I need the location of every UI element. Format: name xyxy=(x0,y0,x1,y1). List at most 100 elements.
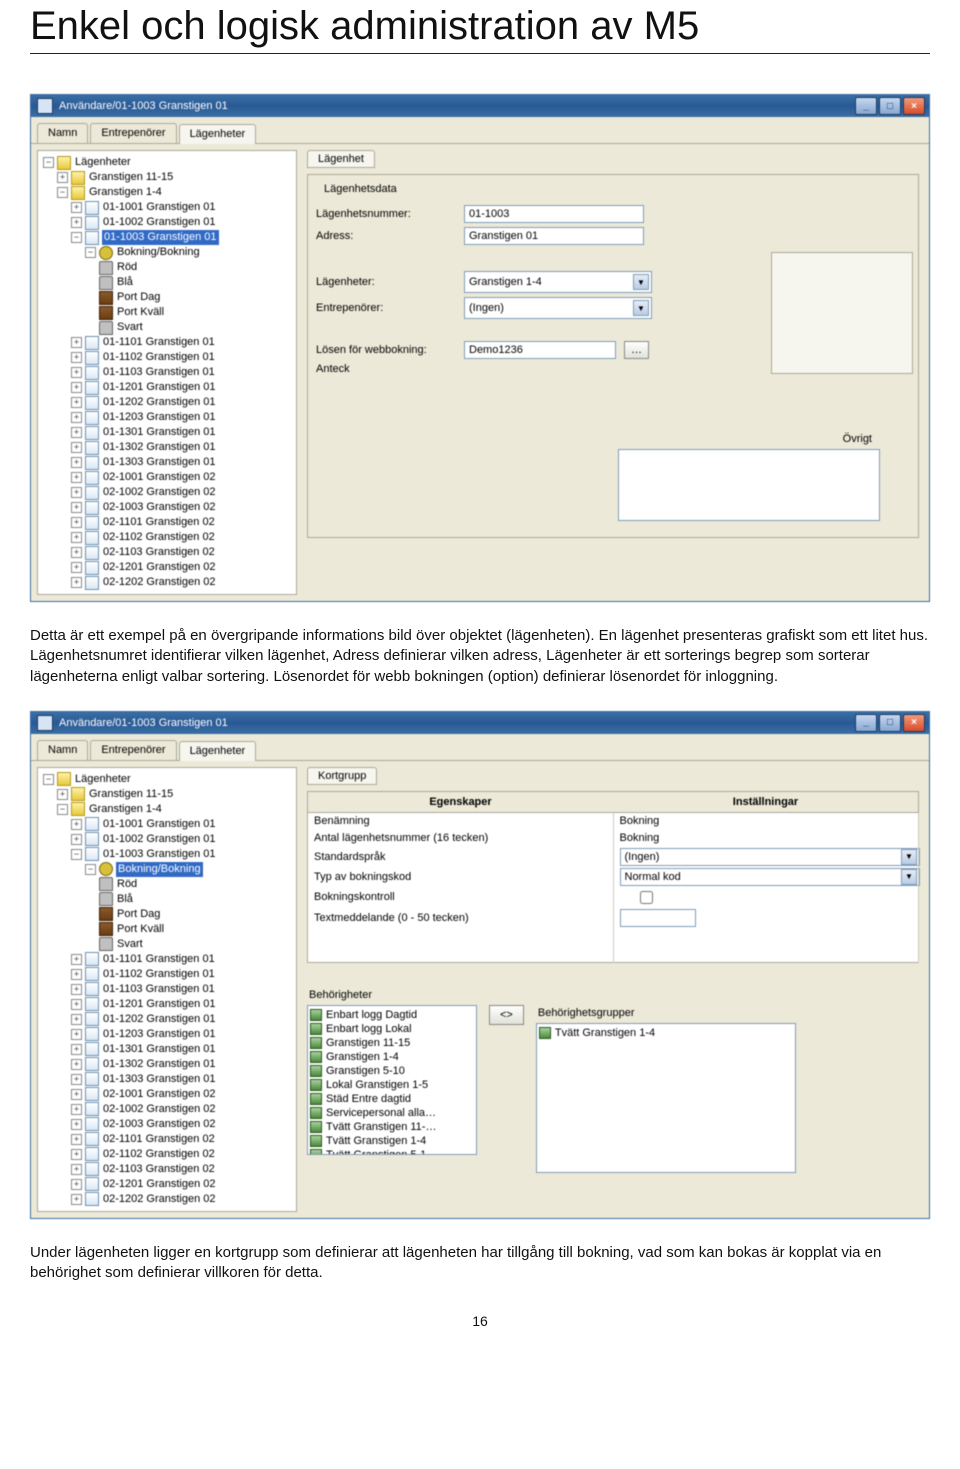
expander-icon[interactable]: + xyxy=(71,1074,82,1085)
tree-item[interactable]: 01-1203 Granstigen 01 xyxy=(102,410,217,425)
tree-root[interactable]: Lägenheter xyxy=(74,155,132,170)
tree-sub[interactable]: Bokning/Bokning xyxy=(116,245,201,260)
list-item[interactable]: Granstigen 5-10 xyxy=(326,1064,405,1078)
expander-icon[interactable]: + xyxy=(71,1164,82,1175)
expander-icon[interactable]: + xyxy=(71,819,82,830)
tree-item[interactable]: 01-1303 Granstigen 01 xyxy=(102,455,217,470)
tree-item[interactable]: 02-1101 Granstigen 02 xyxy=(102,1132,216,1147)
expander-icon[interactable]: + xyxy=(71,427,82,438)
tree-item[interactable]: 01-1103 Granstigen 01 xyxy=(102,982,216,997)
prop-value[interactable] xyxy=(613,908,919,928)
tree-item[interactable]: 01-1301 Granstigen 01 xyxy=(102,425,217,440)
list-item[interactable]: Granstigen 11-15 xyxy=(326,1036,410,1050)
tree-item[interactable]: 01-1201 Granstigen 01 xyxy=(102,997,217,1012)
tree-leaf[interactable]: Port Kväll xyxy=(116,922,165,937)
prop-value[interactable] xyxy=(613,887,919,908)
tree-item[interactable]: 02-1102 Granstigen 02 xyxy=(102,1147,216,1162)
expander-icon[interactable]: + xyxy=(71,412,82,423)
tree-item-selected[interactable]: Bokning/Bokning xyxy=(116,862,203,877)
sub-tab-lagenhet[interactable]: Lägenhet xyxy=(307,150,375,168)
expander-icon[interactable]: + xyxy=(71,1134,82,1145)
input-adress[interactable] xyxy=(464,227,644,245)
expander-icon[interactable]: + xyxy=(71,487,82,498)
tree-item[interactable]: 02-1003 Granstigen 02 xyxy=(102,1117,217,1132)
tree-item[interactable]: 01-1302 Granstigen 01 xyxy=(102,1057,217,1072)
tree-leaf[interactable]: Röd xyxy=(116,877,138,892)
tree-group[interactable]: Granstigen 1-4 xyxy=(88,185,163,200)
minimize-button[interactable]: _ xyxy=(855,714,877,732)
expander-icon[interactable]: + xyxy=(71,472,82,483)
expander-icon[interactable]: + xyxy=(71,442,82,453)
tree-leaf[interactable]: Röd xyxy=(116,260,138,275)
tree-item[interactable]: 02-1102 Granstigen 02 xyxy=(102,530,216,545)
expander-icon[interactable]: + xyxy=(71,1089,82,1100)
tree-item[interactable]: 01-1102 Granstigen 01 xyxy=(102,967,216,982)
tree-item-selected[interactable]: 01-1003 Granstigen 01 xyxy=(102,230,219,245)
tab-lagenheter[interactable]: Lägenheter xyxy=(179,741,257,761)
expander-icon[interactable]: + xyxy=(71,834,82,845)
list-item[interactable]: Lokal Granstigen 1-5 xyxy=(326,1078,428,1092)
expander-icon[interactable]: + xyxy=(71,999,82,1010)
tree-leaf[interactable]: Svart xyxy=(116,320,144,335)
tree-item[interactable]: 02-1002 Granstigen 02 xyxy=(102,1102,217,1117)
tree-item[interactable]: 01-1301 Granstigen 01 xyxy=(102,1042,217,1057)
tree-item[interactable]: 01-1101 Granstigen 01 xyxy=(102,335,216,350)
tree-item[interactable]: 01-1202 Granstigen 01 xyxy=(102,395,217,410)
list-item[interactable]: Granstigen 1-4 xyxy=(326,1050,399,1064)
expander-icon[interactable]: + xyxy=(71,969,82,980)
expander-icon[interactable]: − xyxy=(43,774,54,785)
expander-icon[interactable]: + xyxy=(71,1029,82,1040)
expander-icon[interactable]: + xyxy=(71,547,82,558)
tree-pane[interactable]: −Lägenheter +Granstigen 11-15 −Granstige… xyxy=(37,150,297,595)
tree-item[interactable]: 01-1302 Granstigen 01 xyxy=(102,440,217,455)
expander-icon[interactable]: + xyxy=(71,562,82,573)
tree-group[interactable]: Granstigen 11-15 xyxy=(88,170,174,185)
maximize-button[interactable]: □ xyxy=(879,714,901,732)
tree-item[interactable]: 01-1103 Granstigen 01 xyxy=(102,365,216,380)
tree-pane[interactable]: −Lägenheter +Granstigen 11-15 −Granstige… xyxy=(37,767,297,1212)
tree-item[interactable]: 01-1001 Granstigen 01 xyxy=(102,200,217,215)
expander-icon[interactable]: + xyxy=(71,202,82,213)
tree-group[interactable]: Granstigen 1-4 xyxy=(88,802,163,817)
expander-icon[interactable]: + xyxy=(71,1194,82,1205)
minimize-button[interactable]: _ xyxy=(855,97,877,115)
tab-namn[interactable]: Namn xyxy=(37,123,88,143)
tab-entreprenorer[interactable]: Entrepenörer xyxy=(90,123,176,143)
tree-item[interactable]: 02-1101 Granstigen 02 xyxy=(102,515,216,530)
select-lagenheter[interactable]: Granstigen 1-4 ▼ xyxy=(464,271,652,293)
expander-icon[interactable]: + xyxy=(71,1149,82,1160)
tree-item[interactable]: 01-1201 Granstigen 01 xyxy=(102,380,217,395)
list-item[interactable]: Enbart logg Lokal xyxy=(326,1022,412,1036)
list-item[interactable]: Servicepersonal alla… xyxy=(326,1106,436,1120)
tree-leaf[interactable]: Port Kväll xyxy=(116,305,165,320)
tree-item[interactable]: 01-1001 Granstigen 01 xyxy=(102,817,217,832)
tree-item[interactable]: 01-1101 Granstigen 01 xyxy=(102,952,216,967)
tree-item[interactable]: 02-1002 Granstigen 02 xyxy=(102,485,217,500)
tree-item[interactable]: 01-1303 Granstigen 01 xyxy=(102,1072,217,1087)
tree-leaf[interactable]: Svart xyxy=(116,937,144,952)
swap-button[interactable]: <> xyxy=(489,1005,524,1025)
input-lghnr[interactable] xyxy=(464,205,644,223)
prop-value[interactable]: Bokning xyxy=(613,812,919,830)
expander-icon[interactable]: + xyxy=(71,1104,82,1115)
input-losen[interactable] xyxy=(464,341,616,359)
tree-leaf[interactable]: Blå xyxy=(116,892,134,907)
expander-icon[interactable]: + xyxy=(57,172,68,183)
expander-icon[interactable]: + xyxy=(71,1014,82,1025)
tree-item[interactable]: 02-1201 Granstigen 02 xyxy=(102,1177,217,1192)
browse-button[interactable]: … xyxy=(624,341,649,359)
textarea-ovrigt[interactable] xyxy=(618,449,880,521)
list-item[interactable]: Enbart logg Dagtid xyxy=(326,1008,417,1022)
tab-entreprenorer[interactable]: Entrepenörer xyxy=(90,740,176,760)
expander-icon[interactable]: + xyxy=(71,1044,82,1055)
tree-leaf[interactable]: Port Dag xyxy=(116,290,161,305)
expander-icon[interactable]: + xyxy=(71,397,82,408)
expander-icon[interactable]: + xyxy=(71,352,82,363)
close-button[interactable]: × xyxy=(903,97,925,115)
tree-item[interactable]: 02-1003 Granstigen 02 xyxy=(102,500,217,515)
expander-icon[interactable]: − xyxy=(71,849,82,860)
expander-icon[interactable]: + xyxy=(71,984,82,995)
expander-icon[interactable]: + xyxy=(71,217,82,228)
expander-icon[interactable]: + xyxy=(71,382,82,393)
prop-value[interactable]: Bokning xyxy=(613,830,919,847)
